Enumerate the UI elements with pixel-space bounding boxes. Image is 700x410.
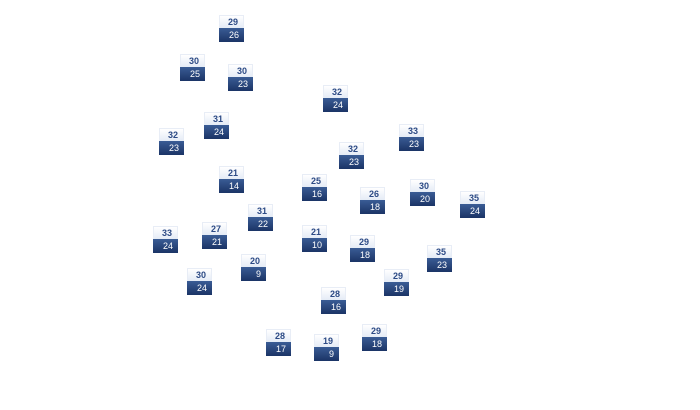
low-temperature: 23 (399, 137, 424, 151)
temperature-marker[interactable]: 30 20 (410, 179, 435, 206)
high-temperature: 27 (202, 222, 227, 235)
low-temperature: 18 (362, 337, 387, 351)
temperature-marker[interactable]: 25 16 (302, 174, 327, 201)
low-temperature: 16 (321, 300, 346, 314)
temperature-marker[interactable]: 33 24 (153, 226, 178, 253)
high-temperature: 19 (314, 334, 339, 347)
high-temperature: 30 (187, 268, 212, 281)
high-temperature: 35 (427, 245, 452, 258)
high-temperature: 29 (384, 269, 409, 282)
high-temperature: 32 (323, 85, 348, 98)
temperature-marker[interactable]: 31 24 (204, 112, 229, 139)
high-temperature: 33 (153, 226, 178, 239)
temperature-marker[interactable]: 19 9 (314, 334, 339, 361)
high-temperature: 25 (302, 174, 327, 187)
low-temperature: 18 (360, 200, 385, 214)
low-temperature: 24 (323, 98, 348, 112)
low-temperature: 17 (266, 342, 291, 356)
low-temperature: 24 (187, 281, 212, 295)
temperature-marker[interactable]: 26 18 (360, 187, 385, 214)
temperature-marker[interactable]: 32 23 (159, 128, 184, 155)
low-temperature: 22 (248, 217, 273, 231)
high-temperature: 30 (410, 179, 435, 192)
low-temperature: 9 (241, 267, 266, 281)
high-temperature: 29 (350, 235, 375, 248)
temperature-marker[interactable]: 28 17 (266, 329, 291, 356)
temperature-marker[interactable]: 29 26 (219, 15, 244, 42)
temperature-marker[interactable]: 35 23 (427, 245, 452, 272)
high-temperature: 30 (180, 54, 205, 67)
high-temperature: 21 (302, 225, 327, 238)
temperature-marker[interactable]: 28 16 (321, 287, 346, 314)
high-temperature: 26 (360, 187, 385, 200)
low-temperature: 23 (228, 77, 253, 91)
temperature-marker[interactable]: 33 23 (399, 124, 424, 151)
low-temperature: 26 (219, 28, 244, 42)
low-temperature: 23 (339, 155, 364, 169)
high-temperature: 28 (321, 287, 346, 300)
low-temperature: 24 (460, 204, 485, 218)
temperature-marker[interactable]: 21 14 (219, 166, 244, 193)
temperature-marker[interactable]: 29 18 (362, 324, 387, 351)
temperature-marker[interactable]: 27 21 (202, 222, 227, 249)
low-temperature: 14 (219, 179, 244, 193)
temperature-marker[interactable]: 30 23 (228, 64, 253, 91)
temperature-marker[interactable]: 30 25 (180, 54, 205, 81)
low-temperature: 24 (153, 239, 178, 253)
low-temperature: 21 (202, 235, 227, 249)
temperature-marker[interactable]: 29 19 (384, 269, 409, 296)
temperature-marker[interactable]: 20 9 (241, 254, 266, 281)
temperature-marker[interactable]: 32 24 (323, 85, 348, 112)
low-temperature: 9 (314, 347, 339, 361)
high-temperature: 31 (248, 204, 273, 217)
low-temperature: 19 (384, 282, 409, 296)
temperature-marker[interactable]: 29 18 (350, 235, 375, 262)
low-temperature: 25 (180, 67, 205, 81)
high-temperature: 30 (228, 64, 253, 77)
low-temperature: 23 (159, 141, 184, 155)
high-temperature: 32 (159, 128, 184, 141)
high-temperature: 28 (266, 329, 291, 342)
low-temperature: 18 (350, 248, 375, 262)
temperature-marker[interactable]: 31 22 (248, 204, 273, 231)
high-temperature: 32 (339, 142, 364, 155)
low-temperature: 10 (302, 238, 327, 252)
high-temperature: 35 (460, 191, 485, 204)
high-temperature: 31 (204, 112, 229, 125)
temperature-marker[interactable]: 21 10 (302, 225, 327, 252)
high-temperature: 20 (241, 254, 266, 267)
temperature-marker[interactable]: 30 24 (187, 268, 212, 295)
high-temperature: 21 (219, 166, 244, 179)
high-temperature: 33 (399, 124, 424, 137)
low-temperature: 23 (427, 258, 452, 272)
low-temperature: 16 (302, 187, 327, 201)
low-temperature: 24 (204, 125, 229, 139)
low-temperature: 20 (410, 192, 435, 206)
temperature-marker[interactable]: 32 23 (339, 142, 364, 169)
high-temperature: 29 (362, 324, 387, 337)
high-temperature: 29 (219, 15, 244, 28)
temperature-marker[interactable]: 35 24 (460, 191, 485, 218)
